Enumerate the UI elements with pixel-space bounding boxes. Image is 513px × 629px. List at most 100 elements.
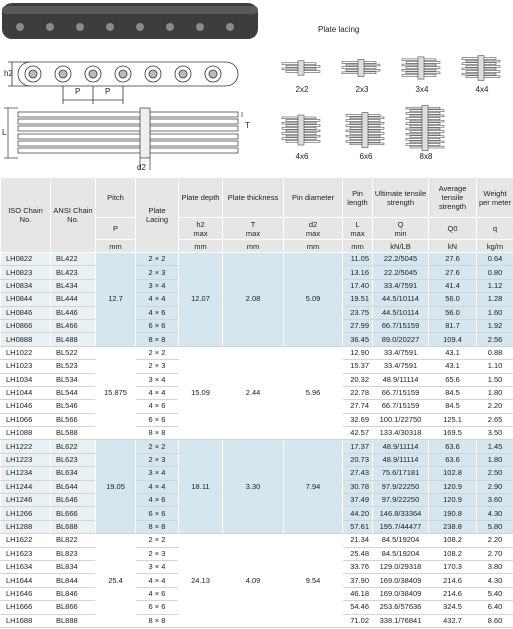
- iso-chain: LH1288: [0, 520, 51, 535]
- column-title: Average tensile strength: [428, 177, 477, 218]
- column-title: Pin length: [342, 177, 373, 218]
- average-strength: 238.8: [428, 520, 477, 535]
- plate-thickness: 2.44: [222, 346, 284, 441]
- data-row: LH1623 BL823 2 × 3 25.48 84.5/19204 108.2 2.70: [0, 547, 513, 561]
- ansi-chain: BL544: [50, 386, 96, 401]
- pin-length: 21.34: [342, 533, 373, 548]
- ultimate-strength: 146.8/33364: [372, 506, 429, 521]
- ansi-chain: BL522: [50, 346, 96, 361]
- ultimate-strength: 48.9/11114: [372, 373, 429, 387]
- ansi-chain: BL523: [50, 359, 96, 374]
- column-unit: kN: [428, 239, 477, 253]
- pin-length: 22.78: [342, 386, 373, 401]
- column-unit: mm: [283, 239, 343, 253]
- lacing-pin: [421, 104, 429, 152]
- symbol: h2: [196, 219, 205, 229]
- column-title: Plate depth: [178, 177, 223, 218]
- iso-chain: LH1688: [0, 614, 51, 628]
- iso-chain: LH1646: [0, 587, 51, 602]
- plate-thickness: 2.08: [222, 252, 284, 347]
- plate-lacing: 2 × 3: [135, 453, 179, 468]
- weight: 1.50: [476, 373, 513, 387]
- column-title: Plate thickness: [222, 177, 284, 218]
- plate-lacing: 4 × 4: [135, 480, 179, 495]
- ultimate-strength: 22.2/5045: [372, 252, 429, 267]
- pin-length: 57.61: [342, 520, 373, 535]
- data-row: LH1223 BL623 2 × 3 20.73 48.9/11114 63.6 1.80: [0, 453, 513, 468]
- data-row: LH1288 BL688 8 × 8 57.61 195.7/44477 238.8 5.8…: [0, 520, 513, 535]
- plate-lacing: 2 × 3: [135, 359, 179, 374]
- ansi-chain: BL844: [50, 573, 96, 588]
- pin-length: 27.74: [342, 399, 373, 414]
- data-row: LH0822 BL422 12.7 2 × 2 12.07 2.08 5.09 11.05 22…: [0, 252, 513, 347]
- weight: 3.50: [476, 426, 513, 441]
- pin-length: 17.40: [342, 279, 373, 294]
- column-title: Pin diameter: [283, 177, 343, 218]
- pin-length: 71.02: [342, 614, 373, 628]
- data-row: LH0888 BL488 8 × 8 36.45 89.0/20227 109.4 2.56: [0, 332, 513, 347]
- dim-label: L: [2, 128, 7, 137]
- data-row: LH1046 BL546 4 × 6 27.74 66.7/15159 84.5 2.20: [0, 399, 513, 414]
- weight: 2.56: [476, 332, 513, 347]
- weight: 0.80: [476, 265, 513, 280]
- average-strength: 41.4: [428, 279, 477, 294]
- weight: 0.88: [476, 346, 513, 361]
- symbol: T: [250, 219, 256, 229]
- data-row: LH1088 BL588 8 × 8 42.57 133.4/30318 169.5 3.5…: [0, 426, 513, 441]
- symbol: Q: [397, 219, 404, 229]
- data-row: LH1634 BL834 3 × 4 33.76 129.0/29318 170.3 3.8…: [0, 560, 513, 575]
- average-strength: 432.7: [428, 614, 477, 628]
- weight: 1.60: [476, 306, 513, 320]
- pin-length: 32.69: [342, 413, 373, 428]
- plate-lacing: 6 × 6: [135, 600, 179, 615]
- iso-chain: LH1644: [0, 573, 51, 588]
- ultimate-strength: 44.5/10114: [372, 292, 429, 307]
- ansi-chain: BL546: [50, 399, 96, 414]
- ansi-chain: BL622: [50, 439, 96, 454]
- average-strength: 27.6: [428, 265, 477, 280]
- average-strength: 190.8: [428, 506, 477, 521]
- lacing-label: 2x3: [356, 85, 369, 94]
- average-strength: 120.9: [428, 480, 477, 495]
- iso-chain: LH1634: [0, 560, 51, 575]
- ansi-chain: BL444: [50, 292, 96, 307]
- side-view: [8, 61, 239, 104]
- weight: 6.40: [476, 600, 513, 615]
- iso-chain: LH0844: [0, 292, 51, 307]
- ultimate-strength: 84.5/19204: [372, 533, 429, 548]
- plate-thickness: 4.09: [222, 533, 284, 628]
- lacing-pin: [357, 59, 365, 77]
- weight: 1.80: [476, 386, 513, 401]
- plate-depth: 12.07: [178, 252, 223, 347]
- ansi-chain: BL644: [50, 480, 96, 495]
- illustrations: h2 P P L T d2 Plate lacing 2x2 2x3 3x4 4x4 4…: [2, 3, 501, 172]
- qualifier: max: [193, 228, 208, 238]
- ultimate-strength: 33.4/7591: [372, 279, 429, 294]
- weight: 0.64: [476, 252, 513, 267]
- pitch: 19.05: [95, 439, 136, 535]
- pin-length: 23.75: [342, 306, 373, 320]
- ultimate-strength: 48.9/11114: [372, 439, 429, 454]
- iso-chain: LH1266: [0, 506, 51, 521]
- pin-length: 11.05: [342, 252, 373, 267]
- column-unit: mm: [178, 239, 223, 253]
- lacing-label: 8x8: [420, 152, 433, 161]
- average-strength: 214.6: [428, 573, 477, 588]
- average-strength: 102.8: [428, 466, 477, 481]
- symbol: L: [355, 219, 360, 229]
- average-strength: 56.0: [428, 292, 477, 307]
- ansi-chain: BL423: [50, 265, 96, 280]
- average-strength: 170.3: [428, 560, 477, 575]
- pitch: 12.7: [95, 252, 136, 347]
- lacing-pin: [297, 60, 305, 76]
- iso-chain: LH1622: [0, 533, 51, 548]
- symbol: d2: [308, 219, 318, 229]
- lacing-label: 4x4: [476, 85, 489, 94]
- ansi-chain: BL434: [50, 279, 96, 294]
- pitch: 15.875: [95, 346, 136, 441]
- ansi-chain: BL634: [50, 466, 96, 481]
- column-symbol: d2 max: [283, 217, 343, 240]
